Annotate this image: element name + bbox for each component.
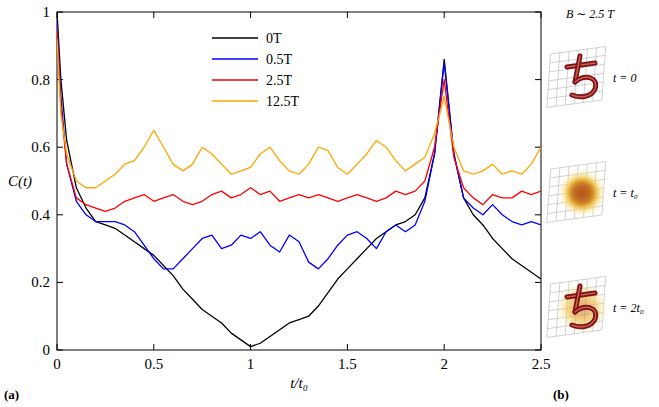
snapshot-label: t = 2t₀ xyxy=(613,301,644,315)
x-tick-top xyxy=(444,12,445,18)
y-tick-label: 0.6 xyxy=(31,139,50,155)
series-line xyxy=(57,12,541,347)
x-tick-top xyxy=(347,12,348,18)
x-tick xyxy=(347,344,348,350)
snapshot-label: t = t₀ xyxy=(613,186,638,200)
wavepacket-shape xyxy=(567,56,596,97)
panel-letter: (b) xyxy=(553,387,569,402)
grid-line xyxy=(602,47,606,100)
legend-swatch xyxy=(212,37,258,39)
y-tick xyxy=(57,147,63,148)
y-tick xyxy=(57,12,63,13)
x-tick xyxy=(57,344,58,350)
x-tick-label: 1.5 xyxy=(338,356,357,372)
panel-letter: (a) xyxy=(4,387,19,402)
y-tick xyxy=(57,214,63,215)
blob xyxy=(558,169,606,217)
y-tick-right xyxy=(535,350,541,351)
blob-core xyxy=(570,181,594,205)
x-tick xyxy=(541,344,542,350)
wavepacket-shape xyxy=(567,286,596,327)
legend-label: 0.5T xyxy=(266,52,293,67)
x-tick-label: 1 xyxy=(247,356,255,372)
x-tick-label: 2.5 xyxy=(532,356,551,372)
y-tick-right xyxy=(535,282,541,283)
grid-line xyxy=(547,100,602,108)
stroke-core xyxy=(572,77,596,96)
x-axis-title: t/t₀ xyxy=(290,375,308,391)
legend-label: 12.5T xyxy=(266,94,300,109)
stroke-core xyxy=(572,307,596,326)
x-tick-label: 0 xyxy=(53,356,61,372)
x-tick xyxy=(444,344,445,350)
legend-label: 2.5T xyxy=(266,73,293,88)
y-tick-right xyxy=(535,79,541,80)
legend-swatch xyxy=(212,100,258,102)
y-tick xyxy=(57,350,63,351)
y-tick-label: 0.8 xyxy=(31,72,50,88)
snapshot-title: B ∼ 2.5 T xyxy=(566,7,615,21)
stroke xyxy=(572,77,596,96)
y-tick-right xyxy=(535,214,541,215)
legend-swatch xyxy=(212,79,258,81)
x-tick-label: 2 xyxy=(440,356,448,372)
legend: 0T 0.5T 2.5T 12.5T xyxy=(212,31,300,109)
y-tick-label: 0.2 xyxy=(31,274,50,290)
x-tick xyxy=(153,344,154,350)
snapshot-label: t = 0 xyxy=(613,71,636,85)
stroke xyxy=(572,307,596,326)
legend-label: 0T xyxy=(266,31,282,46)
y-axis-title: C(t) xyxy=(8,173,32,190)
grid xyxy=(547,162,606,223)
x-tick-top xyxy=(153,12,154,18)
x-tick-label: 0.5 xyxy=(144,356,163,372)
plot-frame xyxy=(57,12,541,350)
x-tick-top xyxy=(541,12,542,18)
y-tick-label: 0.4 xyxy=(31,207,50,223)
y-tick xyxy=(57,282,63,283)
haze xyxy=(556,282,608,334)
series-line xyxy=(57,22,541,269)
grid xyxy=(547,47,606,108)
y-tick-label: 0 xyxy=(43,342,51,358)
grid-line xyxy=(547,215,602,223)
snapshot xyxy=(547,277,608,338)
snapshot xyxy=(547,162,606,223)
x-tick-top xyxy=(250,12,251,18)
series-line xyxy=(57,39,541,188)
plot-lines xyxy=(57,12,541,347)
legend-swatch xyxy=(212,58,258,60)
snapshot xyxy=(547,47,606,108)
series-line xyxy=(57,29,541,212)
y-tick-right xyxy=(535,12,541,13)
figure: 0 0.5 1 1.5 2 2.5 0 0.2 0.4 0.6 0.8 1 t/t₀ C(t) 0T 0.5T… xyxy=(0,0,659,407)
y-tick-label: 1 xyxy=(43,4,51,20)
